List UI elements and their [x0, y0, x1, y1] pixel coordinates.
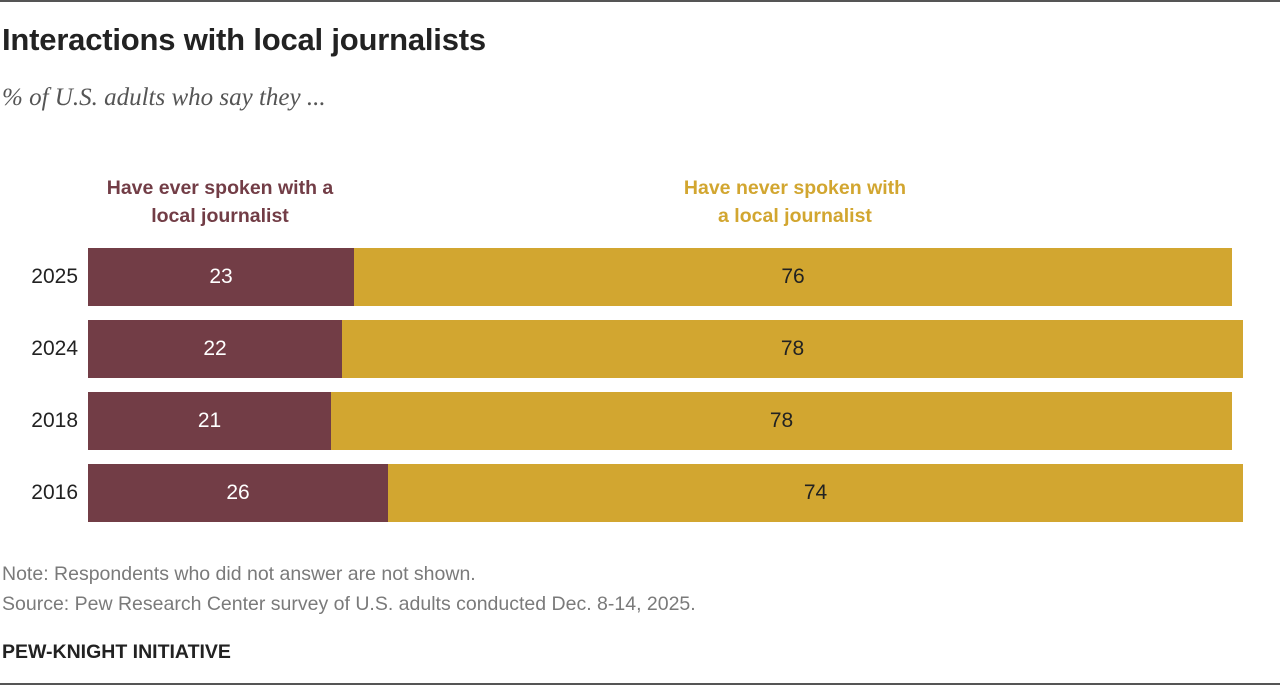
year-label-2024: 2024: [31, 337, 78, 360]
legend-never-line-2: a local journalist: [718, 205, 872, 227]
bar-never-2016: [388, 464, 1243, 522]
value-label-ever-2024: 22: [203, 337, 227, 360]
top-rule: [0, 0, 1280, 2]
legend-never-spoken: Have never spoken with a local journalis…: [595, 174, 995, 230]
value-label-never-2016: 74: [803, 481, 828, 504]
value-label-ever-2025: 23: [209, 265, 233, 288]
value-label-ever-2018: 21: [197, 409, 222, 432]
bar-ever-2016: [88, 464, 388, 522]
year-label-2025: 2025: [31, 265, 78, 288]
bar-ever-2018: [88, 392, 331, 450]
chart-title: Interactions with local journalists: [2, 22, 486, 57]
value-label-never-2018: 78: [769, 409, 794, 432]
bar-ever-2024: [88, 320, 342, 378]
bar-never-2024: [342, 320, 1243, 378]
chart-subtitle: % of U.S. adults who say they ...: [2, 84, 326, 111]
year-label-2016: 2016: [31, 481, 78, 504]
legend-never-line-1: Have never spoken with: [683, 177, 907, 199]
bar-never-2018: [331, 392, 1232, 450]
bar-never-2025: [354, 248, 1232, 306]
brand-label: PEW-KNIGHT INITIATIVE: [2, 641, 231, 663]
chart-source: Source: Pew Research Center survey of U.…: [2, 593, 696, 615]
value-label-never-2024: 78: [780, 337, 805, 360]
value-label-ever-2016: 26: [226, 481, 250, 504]
year-label-2018: 2018: [31, 409, 78, 432]
bottom-rule: [0, 683, 1280, 685]
legend-ever-line-2: local journalist: [151, 205, 289, 227]
chart-note: Note: Respondents who did not answer are…: [2, 563, 476, 585]
bar-ever-2025: [88, 248, 354, 306]
legend-ever-spoken: Have ever spoken with a local journalist: [60, 174, 380, 230]
value-label-never-2025: 76: [781, 265, 805, 288]
legend-ever-line-1: Have ever spoken with a: [106, 177, 334, 199]
